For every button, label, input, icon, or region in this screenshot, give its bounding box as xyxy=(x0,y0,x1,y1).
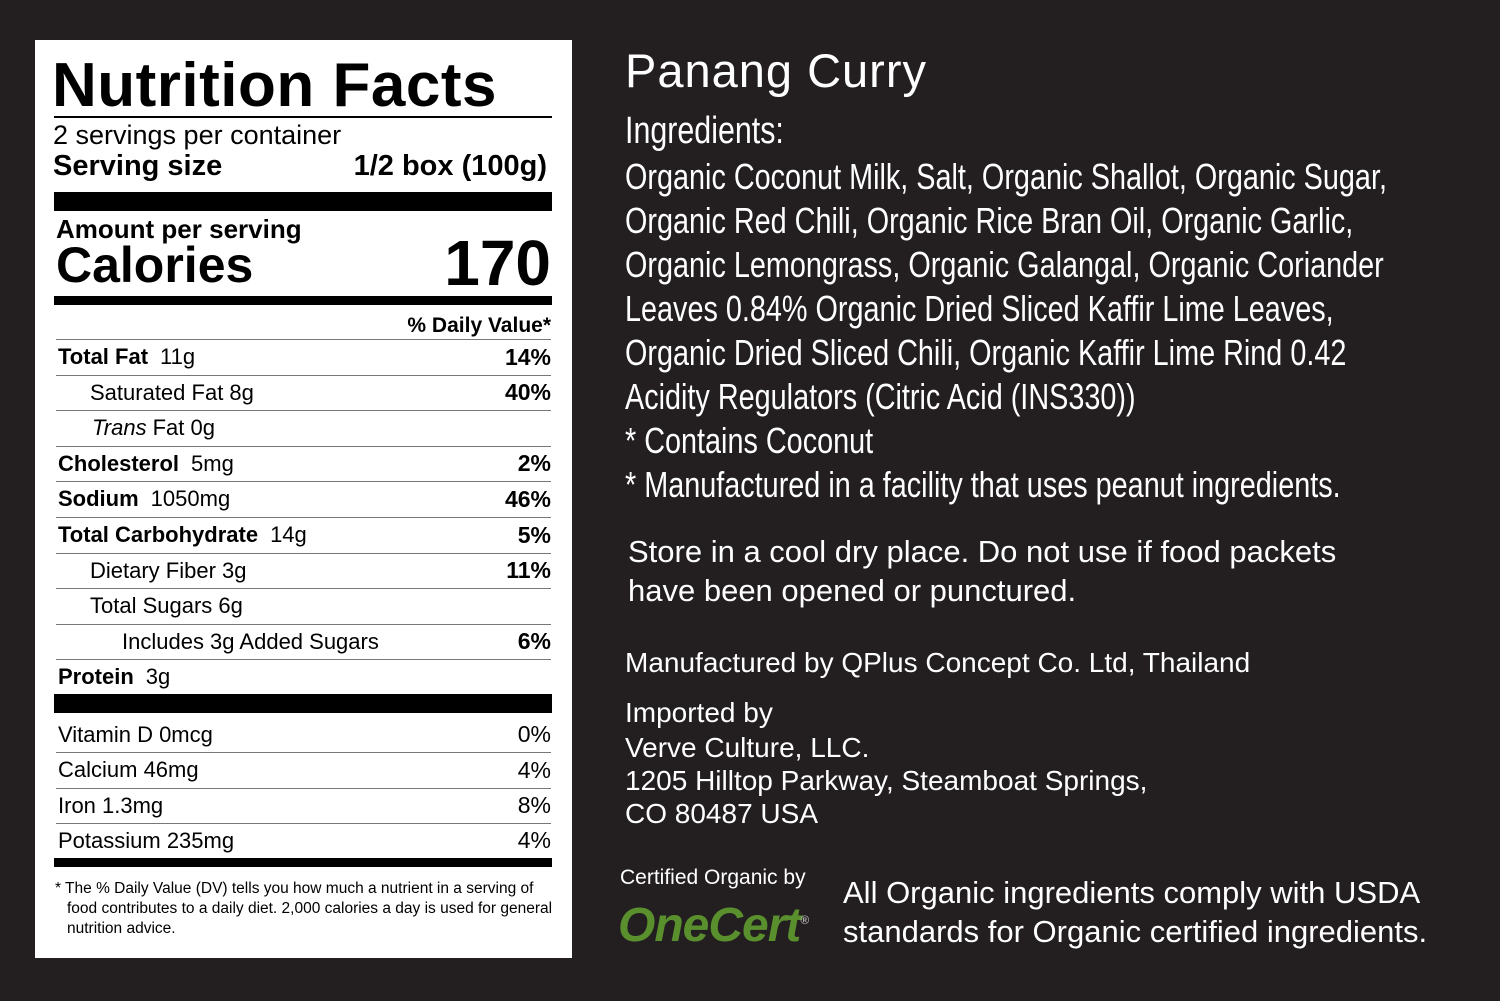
daily-value: 4% xyxy=(517,827,551,854)
daily-value: 0% xyxy=(517,721,551,747)
nutrient-label: Includes 3g Added Sugars xyxy=(122,628,379,654)
nutrient-amount: Fat 0g xyxy=(152,415,215,441)
usda-line: All Organic ingredients comply with USDA xyxy=(843,875,1421,910)
ingredient-line: * Manufactured in a facility that uses p… xyxy=(625,464,1341,505)
nutrient-amount: 11g xyxy=(160,344,196,369)
nutrient-label: Saturated Fat 8g xyxy=(90,379,254,405)
thick-divider xyxy=(54,192,552,211)
daily-value: 4% xyxy=(517,756,551,783)
nutrient-amount: 5mg xyxy=(191,450,234,476)
ingredient-line: Organic Red Chili, Organic Rice Bran Oil… xyxy=(625,200,1354,241)
nutrient-row: Trans Fat 0g xyxy=(56,410,551,445)
nutrient-row: Saturated Fat 8g 40% xyxy=(56,374,551,410)
thick-divider xyxy=(54,858,552,867)
product-title: Panang Curry xyxy=(625,44,927,97)
daily-value: 8% xyxy=(517,792,551,819)
nutrient-row: Cholesterol 5mg 2% xyxy=(56,445,551,481)
certified-organic-by: Certified Organic by xyxy=(620,866,806,889)
address-line: Verve Culture, LLC. xyxy=(625,732,870,763)
footnote: * The % Daily Value (DV) tells you how m… xyxy=(55,880,553,937)
calories-value: 170 xyxy=(444,227,551,299)
servings-per-container: 2 servings per container xyxy=(53,120,342,150)
usda-statement: All Organic ingredients comply with USDA… xyxy=(843,873,1427,951)
vitamin-row: Iron 1.3mg 8% xyxy=(56,787,551,823)
vitamin-label: Potassium 235mg xyxy=(58,827,235,853)
nutrient-amount: 1050mg xyxy=(150,486,231,512)
ingredient-line: Organic Coconut Milk, Salt, Organic Shal… xyxy=(625,156,1387,197)
daily-value: 14% xyxy=(504,343,551,370)
nutrient-row: Total Carbohydrate 14g 5% xyxy=(56,517,551,552)
importer-address: Verve Culture, LLC. 1205 Hilltop Parkway,… xyxy=(625,731,1147,830)
nutrient-amount: 14g xyxy=(270,522,307,547)
daily-value: 2% xyxy=(517,450,551,477)
registered-icon: ® xyxy=(800,913,809,927)
daily-value: 6% xyxy=(517,628,551,655)
ingredient-line: Acidity Regulators (Citric Acid (INS330)… xyxy=(625,376,1136,417)
daily-value: 5% xyxy=(517,521,551,548)
nutrient-label: Total Fat xyxy=(58,344,149,369)
nutrient-row: Includes 3g Added Sugars 6% xyxy=(56,623,551,659)
onecert-logo: OneCert® xyxy=(618,899,809,952)
ingredients-list: Organic Coconut Milk, Salt, Organic Shal… xyxy=(625,155,1387,507)
nutrient-row: Dietary Fiber 3g 11% xyxy=(56,552,551,588)
vitamin-row: Potassium 235mg 4% xyxy=(56,822,551,858)
nutrient-label: Total Carbohydrate xyxy=(58,522,259,547)
daily-value: 46% xyxy=(504,485,551,512)
daily-value: 11% xyxy=(506,557,551,584)
calories-label: Calories xyxy=(56,237,254,293)
imported-by-heading: Imported by xyxy=(625,697,773,728)
amount-per-serving: Amount per serving xyxy=(56,214,302,244)
nutrient-label: Total Sugars 6g xyxy=(90,593,243,619)
ingredient-line: * Contains Coconut xyxy=(625,420,874,461)
nutrient-row: Total Sugars 6g xyxy=(56,588,551,623)
thick-divider xyxy=(54,694,552,713)
ingredient-line: Leaves 0.84% Organic Dried Sliced Kaffir… xyxy=(625,288,1334,329)
divider xyxy=(54,116,552,118)
nutrient-row: Sodium 1050mg 46% xyxy=(56,481,551,516)
address-line: CO 80487 USA xyxy=(625,798,818,829)
nutrient-row: Total Fat 11g 14% xyxy=(56,339,551,374)
thick-divider xyxy=(54,296,552,305)
storage-line: Store in a cool dry place. Do not use if… xyxy=(628,534,1337,569)
storage-instructions: Store in a cool dry place. Do not use if… xyxy=(628,532,1336,610)
nutrient-label: Sodium xyxy=(58,486,139,512)
daily-value: 40% xyxy=(504,379,551,406)
ingredients-heading: Ingredients: xyxy=(625,110,784,152)
vitamin-label: Calcium 46mg xyxy=(58,757,199,783)
storage-line: have been opened or punctured. xyxy=(628,573,1077,608)
serving-size-label: Serving size xyxy=(53,150,223,182)
vitamin-label: Vitamin D 0mcg xyxy=(58,721,213,747)
usda-line: standards for Organic certified ingredie… xyxy=(843,914,1428,949)
nutrient-label: Dietary Fiber 3g xyxy=(90,557,247,583)
vitamin-row: Calcium 46mg 4% xyxy=(56,752,551,787)
nutrition-title: Nutrition Facts xyxy=(52,51,497,120)
ingredient-line: Organic Dried Sliced Chili, Organic Kaff… xyxy=(625,332,1347,373)
manufacturer: Manufactured by QPlus Concept Co. Ltd, T… xyxy=(625,647,1251,678)
vitamin-row: Vitamin D 0mcg 0% xyxy=(56,717,551,752)
nutrient-row: Protein 3g xyxy=(56,659,551,694)
vitamin-label: Iron 1.3mg xyxy=(58,792,164,818)
daily-value-header: % Daily Value* xyxy=(407,314,551,337)
nutrient-label: Trans xyxy=(92,415,147,441)
ingredient-line: Organic Lemongrass, Organic Galangal, Or… xyxy=(625,244,1384,285)
nutrition-facts-panel: Nutrition Facts 2 servings per container… xyxy=(35,40,572,958)
nutrient-label: Protein xyxy=(58,664,134,690)
nutrient-amount: 3g xyxy=(145,664,171,690)
address-line: 1205 Hilltop Parkway, Steamboat Springs, xyxy=(625,765,1148,796)
serving-size-value: 1/2 box (100g) xyxy=(353,150,547,182)
nutrient-label: Cholesterol xyxy=(58,450,180,476)
